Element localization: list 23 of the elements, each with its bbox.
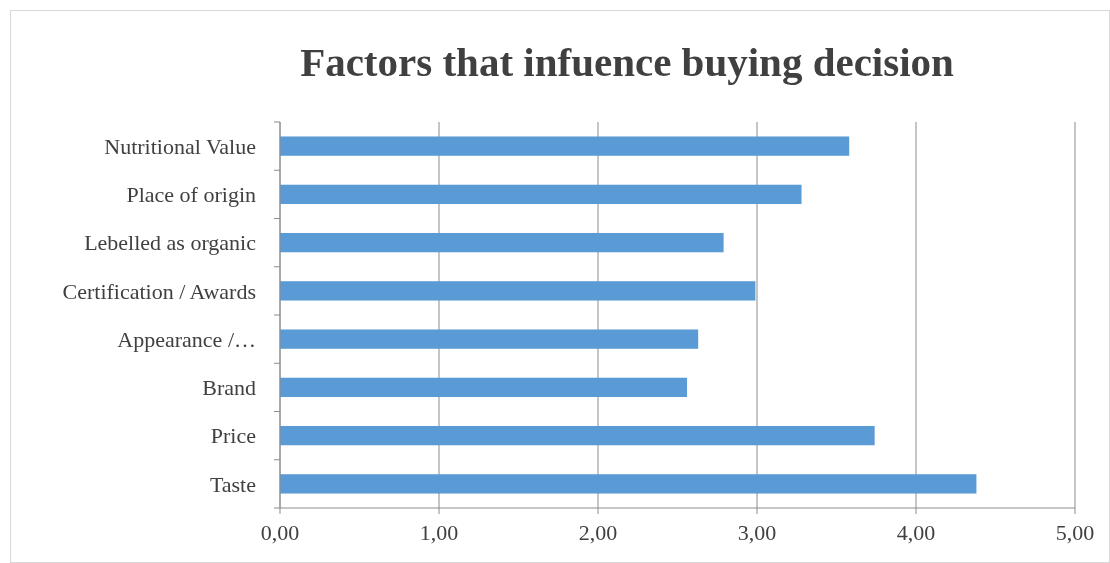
- x-tick-label: 4,00: [896, 520, 936, 545]
- y-tick-label: Lebelled as organic: [84, 230, 257, 256]
- bar: [280, 184, 802, 205]
- y-tick-label: Price: [210, 423, 256, 449]
- chart-title: Factors that infuence buying decision: [300, 39, 955, 85]
- y-tick-label: Appearance /…: [117, 326, 256, 352]
- x-tick-label: 1,00: [419, 520, 459, 545]
- bar: [280, 377, 688, 398]
- bar: [280, 329, 699, 349]
- y-tick-label: Taste: [209, 471, 256, 497]
- y-tick-label: Brand: [202, 375, 256, 401]
- bar: [280, 474, 977, 494]
- bar: [280, 281, 756, 301]
- x-tick-label: 2,00: [578, 520, 618, 545]
- y-tick-label: Certification / Awards: [62, 278, 256, 304]
- x-tick-label: 3,00: [737, 520, 777, 545]
- bar: [280, 425, 875, 446]
- x-tick-label: 0,00: [260, 520, 300, 545]
- x-tick-label: 5,00: [1055, 520, 1095, 545]
- y-tick-label: Nutritional Value: [104, 133, 256, 159]
- bar: [280, 232, 724, 253]
- y-tick-label: Place of origin: [126, 182, 256, 208]
- bar: [280, 136, 850, 156]
